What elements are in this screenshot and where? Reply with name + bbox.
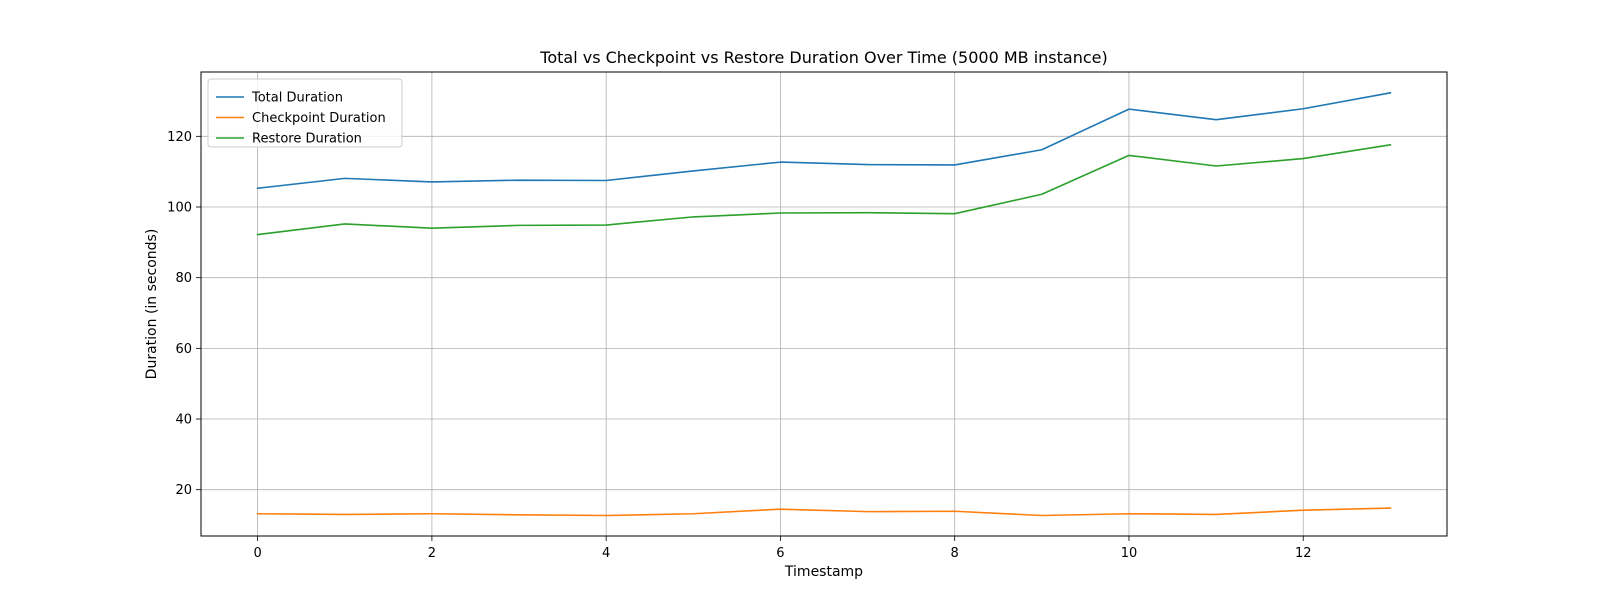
total-duration-line	[256, 91, 1392, 190]
y-tick-label: 120	[167, 130, 192, 145]
restore-duration-legend-label: Restore Duration	[252, 132, 362, 147]
x-tick-label: 12	[1295, 546, 1312, 561]
x-tick-label: 4	[602, 546, 610, 561]
plot-frame	[200, 71, 1448, 537]
x-tick-label: 2	[428, 546, 436, 561]
y-tick-label: 40	[175, 413, 192, 428]
y-tick-label: 100	[167, 200, 192, 215]
y-axis-label: Duration (in seconds)	[144, 229, 160, 380]
checkpoint-duration-line	[256, 507, 1392, 517]
x-tick-label: 6	[776, 546, 784, 561]
axis-ticks: 0 2 4 6 8 10 12 20 40 60 80 100 120	[167, 130, 1311, 561]
checkpoint-duration-legend-label: Checkpoint Duration	[252, 111, 386, 126]
x-axis-label: Timestamp	[784, 564, 863, 580]
chart-title: Total vs Checkpoint vs Restore Duration …	[539, 48, 1107, 67]
y-tick-label: 20	[175, 483, 192, 498]
series-lines	[256, 91, 1392, 517]
x-tick-label: 8	[951, 546, 959, 561]
grid	[201, 72, 1447, 536]
legend: Total Duration Checkpoint Duration Restore…	[207, 78, 403, 148]
total-duration-legend-label: Total Duration	[251, 91, 343, 106]
y-tick-label: 80	[175, 271, 192, 286]
x-tick-label: 0	[253, 546, 261, 561]
y-tick-label: 60	[175, 342, 192, 357]
x-tick-label: 10	[1121, 546, 1138, 561]
restore-duration-line	[256, 143, 1392, 236]
legend-box	[207, 78, 403, 148]
